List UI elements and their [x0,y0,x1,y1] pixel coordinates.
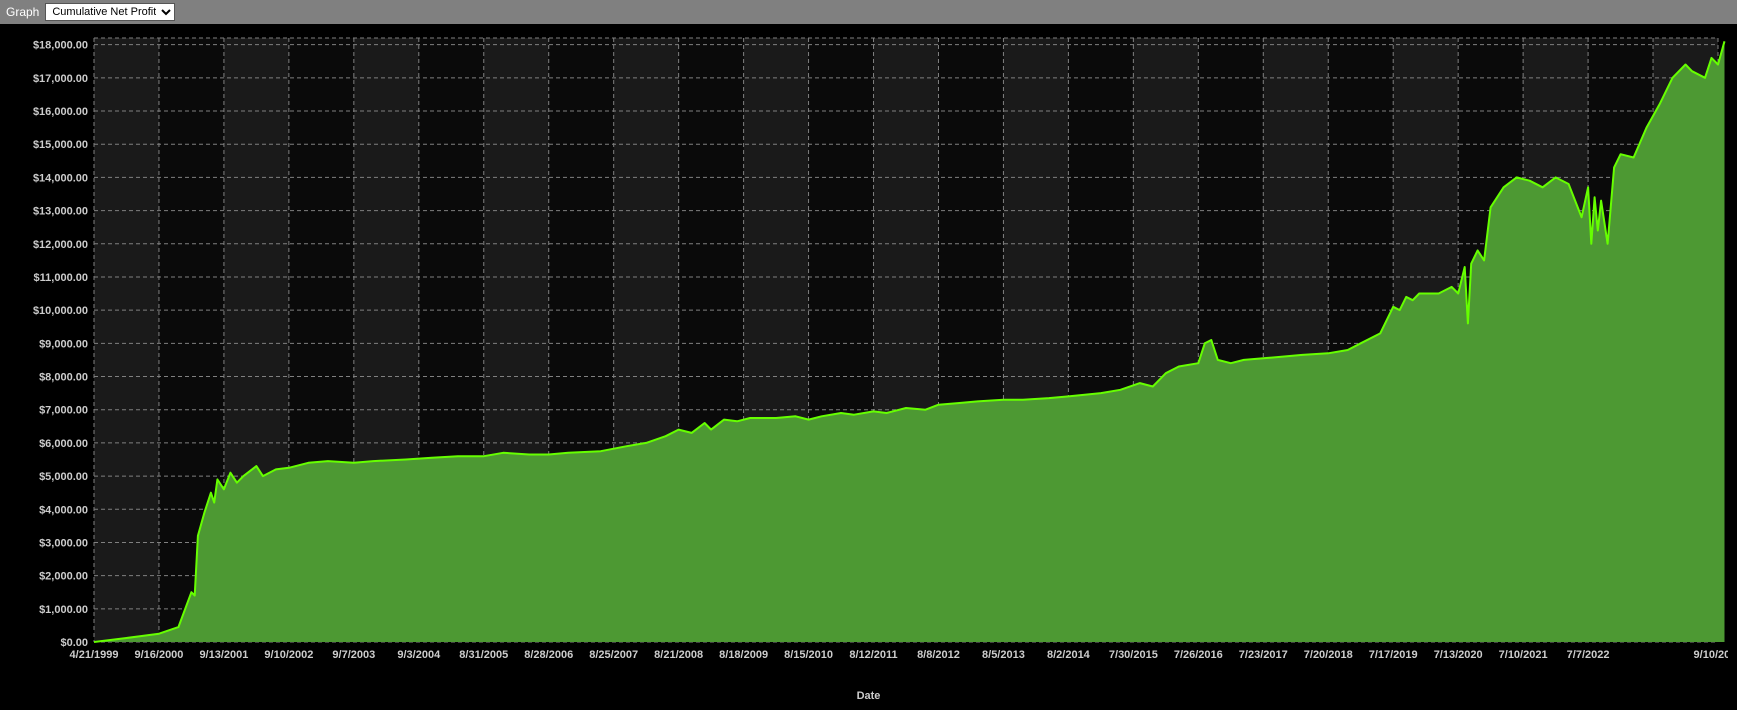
svg-text:$14,000.00: $14,000.00 [33,172,88,184]
svg-text:8/31/2005: 8/31/2005 [459,649,508,661]
svg-text:$7,000.00: $7,000.00 [39,405,88,417]
svg-text:8/18/2009: 8/18/2009 [719,649,768,661]
graph-label: Graph [6,5,39,19]
svg-text:$6,000.00: $6,000.00 [39,438,88,450]
svg-text:$17,000.00: $17,000.00 [33,73,88,85]
toolbar: Graph Cumulative Net Profit [0,0,1737,24]
svg-text:$11,000.00: $11,000.00 [34,272,88,284]
svg-text:$12,000.00: $12,000.00 [33,239,88,251]
svg-text:8/5/2013: 8/5/2013 [982,649,1025,661]
chart-wrap: Cumulative profit ($) $0.00$1,000.00$2,0… [0,24,1737,710]
svg-text:$10,000.00: $10,000.00 [33,305,88,317]
svg-text:$16,000.00: $16,000.00 [33,106,88,118]
svg-text:$13,000.00: $13,000.00 [33,206,88,218]
svg-text:$15,000.00: $15,000.00 [33,139,88,151]
svg-text:8/2/2014: 8/2/2014 [1047,649,1091,661]
svg-text:$5,000.00: $5,000.00 [39,471,88,483]
svg-text:7/20/2018: 7/20/2018 [1304,649,1353,661]
svg-text:7/7/2022: 7/7/2022 [1567,649,1610,661]
svg-text:9/10/2002: 9/10/2002 [264,649,313,661]
svg-text:4/21/1999: 4/21/1999 [70,649,119,661]
svg-text:7/13/2020: 7/13/2020 [1434,649,1483,661]
svg-text:$18,000.00: $18,000.00 [33,40,88,52]
chart-container: $0.00 $1,000.00 $2,000.00 $3,000.00 $4,000.0… [8,28,1729,702]
svg-text:$2,000.00: $2,000.00 [39,571,88,583]
svg-text:8/15/2010: 8/15/2010 [784,649,833,661]
svg-text:8/8/2012: 8/8/2012 [917,649,960,661]
svg-text:7/10/2021: 7/10/2021 [1499,649,1548,661]
svg-text:7/26/2016: 7/26/2016 [1174,649,1223,661]
svg-text:$8,000.00: $8,000.00 [39,372,88,384]
svg-text:$3,000.00: $3,000.00 [39,537,88,549]
svg-text:9/10/2024: 9/10/2024 [1694,649,1728,661]
svg-text:$1,000.00: $1,000.00 [39,604,88,616]
cumulative-profit-chart: $0.00 $1,000.00 $2,000.00 $3,000.00 $4,000.0… [8,28,1728,688]
svg-text:$0.00: $0.00 [60,637,88,649]
svg-text:8/25/2007: 8/25/2007 [589,649,638,661]
svg-text:8/21/2008: 8/21/2008 [654,649,703,661]
svg-text:9/13/2001: 9/13/2001 [199,649,248,661]
x-axis-label: Date [8,690,1729,702]
svg-text:8/12/2011: 8/12/2011 [849,649,897,661]
svg-text:8/28/2006: 8/28/2006 [524,649,573,661]
svg-text:$9,000.00: $9,000.00 [39,338,88,350]
svg-text:9/3/2004: 9/3/2004 [397,649,441,661]
svg-text:9/7/2003: 9/7/2003 [332,649,375,661]
svg-text:7/17/2019: 7/17/2019 [1369,649,1418,661]
svg-text:7/30/2015: 7/30/2015 [1109,649,1158,661]
svg-text:7/23/2017: 7/23/2017 [1239,649,1288,661]
graph-type-select[interactable]: Cumulative Net Profit [45,3,175,21]
svg-text:9/16/2000: 9/16/2000 [134,649,183,661]
svg-text:$4,000.00: $4,000.00 [39,504,88,516]
